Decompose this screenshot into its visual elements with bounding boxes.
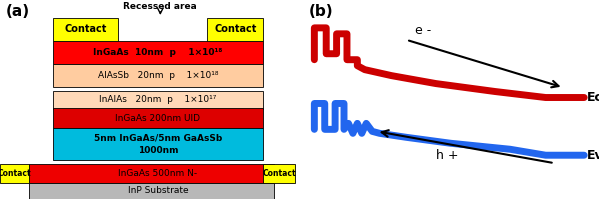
Text: InGaAs  10nm  p    1×10¹⁸: InGaAs 10nm p 1×10¹⁸ — [93, 48, 223, 57]
Text: Contact: Contact — [64, 24, 107, 34]
Text: e -: e - — [415, 24, 431, 37]
Bar — [263, 164, 295, 183]
Bar — [53, 108, 263, 128]
Text: 5nm InGaAs/5nm GaAsSb
1000nm: 5nm InGaAs/5nm GaAsSb 1000nm — [94, 134, 222, 155]
Text: Recessed area: Recessed area — [123, 2, 197, 11]
Text: InAlAs   20nm  p    1×10¹⁷: InAlAs 20nm p 1×10¹⁷ — [99, 96, 217, 104]
Bar — [29, 183, 274, 199]
Bar — [29, 164, 274, 183]
Text: (a): (a) — [6, 4, 30, 19]
Text: Ec: Ec — [587, 91, 599, 104]
Text: Contact: Contact — [262, 169, 296, 178]
Bar — [53, 91, 263, 109]
Text: Ev: Ev — [587, 149, 599, 162]
Bar — [53, 128, 263, 160]
Text: InGaAs 200nm UID: InGaAs 200nm UID — [116, 114, 201, 123]
Text: Contact: Contact — [214, 24, 256, 34]
Text: h +: h + — [436, 149, 458, 162]
Text: Contact: Contact — [0, 169, 31, 178]
Bar — [53, 18, 118, 41]
Bar — [53, 64, 263, 87]
Bar — [207, 18, 263, 41]
Text: InGaAs 500nm N-: InGaAs 500nm N- — [119, 169, 198, 178]
Text: AlAsSb   20nm  p    1×10¹⁸: AlAsSb 20nm p 1×10¹⁸ — [98, 71, 218, 80]
Text: InP Substrate: InP Substrate — [128, 186, 188, 195]
Text: (b): (b) — [308, 4, 333, 19]
Bar — [53, 41, 263, 64]
Bar — [0, 164, 29, 183]
